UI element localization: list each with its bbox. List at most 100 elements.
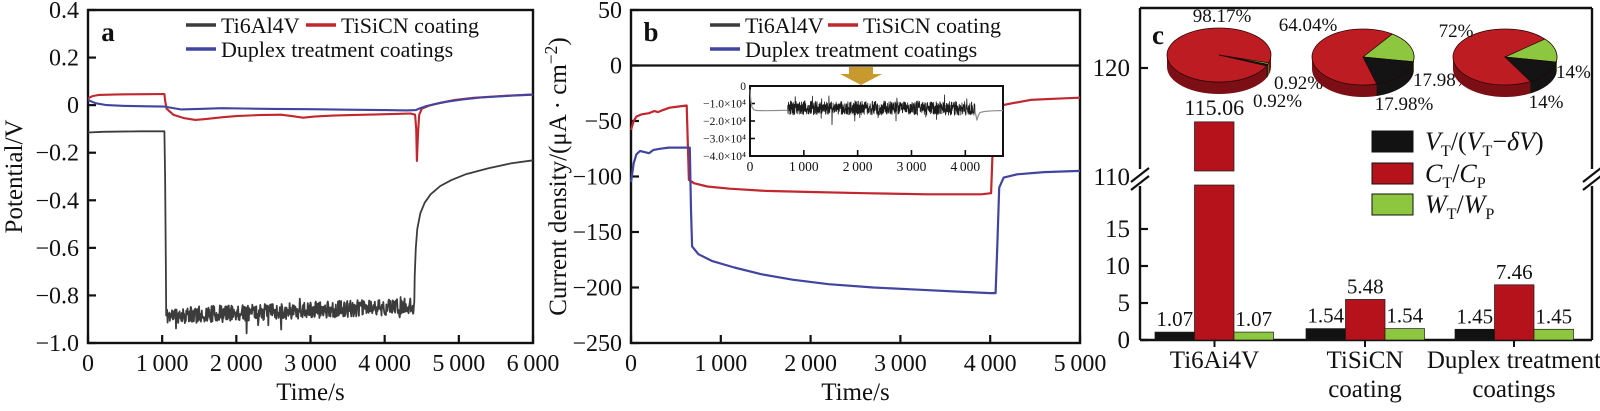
x-tick-label: 4 000	[964, 351, 1017, 377]
legend-label: VT/(VT−δV)	[1425, 127, 1544, 160]
bar-value-label: 1.54	[1386, 304, 1423, 328]
pie-side-black	[1266, 64, 1268, 78]
y-tick-label: 0.2	[49, 46, 79, 72]
series-line	[629, 146, 1081, 295]
inset-x-tick-label: 4 000	[950, 159, 980, 174]
y-tick-label: −1.0	[35, 331, 79, 357]
x-tick-label: 2 000	[784, 351, 837, 377]
pie-side-red	[1167, 55, 1271, 94]
inset-y-tick-label: −3.0×10⁴	[703, 134, 746, 146]
x-axis-title: Time/s	[276, 379, 345, 406]
legend-label: Duplex treatment coatings	[745, 37, 977, 62]
pie-slice-black	[1504, 56, 1557, 82]
x-tick-label: 0	[625, 351, 637, 377]
pie-label: 17.98%	[1375, 94, 1434, 115]
pie-chart	[1311, 28, 1415, 97]
y-axis-title: Potential/V	[1, 120, 28, 234]
axis-break-icon	[1130, 167, 1150, 183]
pie-chart	[1166, 27, 1272, 94]
y-tick-label: −100	[572, 165, 622, 191]
legend-label: Ti6Al4V	[221, 13, 300, 38]
inset-series-line	[974, 109, 1004, 121]
bar	[1494, 284, 1535, 341]
pie-slice-black	[1362, 56, 1414, 85]
y-tick-label: 0	[67, 93, 79, 119]
y-tick-label: −250	[572, 331, 622, 357]
series-line	[87, 93, 534, 112]
x-tick-label: 4 000	[358, 351, 411, 377]
bar-value-label: 1.07	[1156, 307, 1193, 331]
legend-label: WT/WP	[1425, 190, 1494, 223]
inset-chart: 0 1 000 2 000 3 000 4 000 0 −1.0×10⁴ −2.0×10⁴ −3…	[703, 81, 1004, 174]
bar	[1233, 331, 1274, 341]
x-tick-label: 3 000	[284, 351, 337, 377]
y-tick-label: −50	[584, 109, 622, 135]
bar	[1454, 328, 1495, 341]
pie-label: 14%	[1556, 62, 1591, 83]
x-tick-label: 3 000	[874, 351, 927, 377]
x-tick-label: 1 000	[694, 351, 747, 377]
inset-y-tick-label: −4.0×10⁴	[703, 151, 746, 163]
inset-y-tick-label: −2.0×10⁴	[703, 116, 746, 128]
y-tick-label: 50	[598, 0, 622, 24]
axis-break-icon	[1130, 175, 1150, 191]
bar-value-label: 5.48	[1347, 274, 1384, 298]
pie-label: 0.92%	[1253, 91, 1302, 112]
y-tick-label: 0.4	[49, 0, 79, 24]
y-tick-label: −0.2	[35, 141, 79, 167]
bar	[1194, 121, 1235, 172]
bar-value-label: 115.06	[1184, 95, 1244, 120]
y-tick-label: −0.6	[35, 236, 79, 262]
category-label: coating	[1328, 376, 1402, 403]
legend-label: CT/CP	[1425, 159, 1486, 192]
inset-y-tick-label: 0	[740, 81, 746, 93]
pie-slice-green	[1362, 33, 1415, 63]
category-label: Duplex treatment	[1427, 347, 1600, 374]
legend-swatch	[1371, 130, 1414, 153]
bar	[1154, 331, 1195, 341]
axis-break-icon	[1582, 175, 1600, 191]
bar-value-label: 1.54	[1307, 304, 1344, 328]
pie-label: 64.04%	[1279, 15, 1338, 36]
bar-value-label: 1.07	[1235, 307, 1272, 331]
y-tick-label: −150	[572, 220, 622, 246]
pie-chart	[1452, 28, 1558, 97]
y-tick-label: 120	[1093, 55, 1131, 82]
y-tick-label: 0	[610, 54, 622, 80]
pie-side-black	[1530, 62, 1557, 94]
category-label: Ti6Ai4V	[1170, 347, 1259, 374]
pie-slice-black	[1218, 54, 1269, 67]
pie-label: 14%	[1529, 92, 1564, 113]
bar	[1533, 328, 1574, 341]
axis-break-icon	[1582, 167, 1600, 183]
inset-x-tick-label: 1 000	[789, 159, 819, 174]
x-tick-label: 6 000	[507, 351, 560, 377]
bar-value-label: 7.46	[1496, 260, 1533, 284]
series-line	[87, 92, 534, 163]
pie-label: 72%	[1439, 21, 1474, 42]
x-tick-label: 5 000	[1054, 351, 1107, 377]
legend-label: Duplex treatment coatings	[221, 37, 453, 62]
x-tick-label: 0	[82, 351, 94, 377]
x-axis-title: Time/s	[821, 379, 890, 406]
y-tick-label: 15	[1105, 216, 1130, 243]
y-tick-label: 0	[1118, 327, 1131, 354]
inset-series-line	[749, 89, 788, 112]
inset-border	[749, 85, 1004, 157]
x-tick-label: 5 000	[432, 351, 485, 377]
y-axis-title: Current density/(μA · cm−2)	[541, 37, 572, 316]
y-tick-label: 5	[1118, 290, 1131, 317]
panel-letter: a	[101, 17, 115, 47]
bar	[1194, 184, 1235, 341]
y-tick-label: 110	[1093, 164, 1130, 191]
y-tick-label: 10	[1105, 253, 1130, 280]
legend-label: TiSiCN coating	[863, 13, 1001, 38]
inset-x-tick-label: 2 000	[843, 159, 873, 174]
legend-swatch	[1371, 162, 1414, 185]
down-arrow-icon	[840, 67, 882, 85]
inset-x-tick-label: 0	[747, 159, 754, 174]
series-line	[87, 130, 534, 335]
